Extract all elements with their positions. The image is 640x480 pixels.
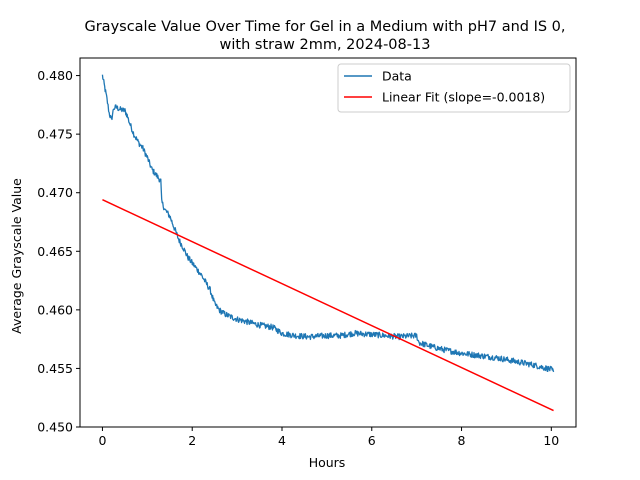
x-axis-ticks: 0 2 4 6 8 10 — [98, 427, 559, 448]
chart-title-line-1: Grayscale Value Over Time for Gel in a M… — [84, 19, 565, 35]
x-tick-label: 8 — [458, 433, 466, 448]
legend-box — [337, 63, 571, 113]
y-tick-label: 0.460 — [37, 302, 73, 317]
x-tick-label: 6 — [368, 433, 376, 448]
y-tick-label: 0.470 — [37, 185, 73, 200]
series-layer — [101, 74, 555, 412]
legend-label-linear-fit: Linear Fit (slope=-0.0018) — [382, 90, 545, 105]
y-axis-label: Average Grayscale Value — [9, 178, 24, 334]
x-tick-label: 2 — [188, 433, 196, 448]
legend-label-data: Data — [382, 69, 412, 84]
x-tick-label: 10 — [543, 433, 559, 448]
chart-title-line-2: with straw 2mm, 2024-08-13 — [220, 37, 431, 53]
x-tick-label: 4 — [278, 433, 286, 448]
series-line-data — [101, 74, 555, 373]
x-axis-label: Hours — [309, 455, 346, 470]
y-axis-ticks: 0.450 0.455 0.460 0.465 0.470 0.475 0.480 — [37, 68, 80, 435]
y-tick-label: 0.465 — [37, 244, 73, 259]
plot-area — [79, 57, 577, 428]
axes-frame — [79, 57, 577, 428]
y-tick-label: 0.475 — [37, 127, 73, 142]
x-tick-label: 0 — [98, 433, 106, 448]
series-line-linear-fit — [102, 199, 554, 412]
axes-background — [80, 58, 576, 427]
y-tick-label: 0.455 — [37, 361, 73, 376]
y-tick-label: 0.450 — [37, 420, 73, 435]
y-tick-label: 0.480 — [37, 68, 73, 83]
legend: Data Linear Fit (slope=-0.0018) — [337, 63, 571, 113]
